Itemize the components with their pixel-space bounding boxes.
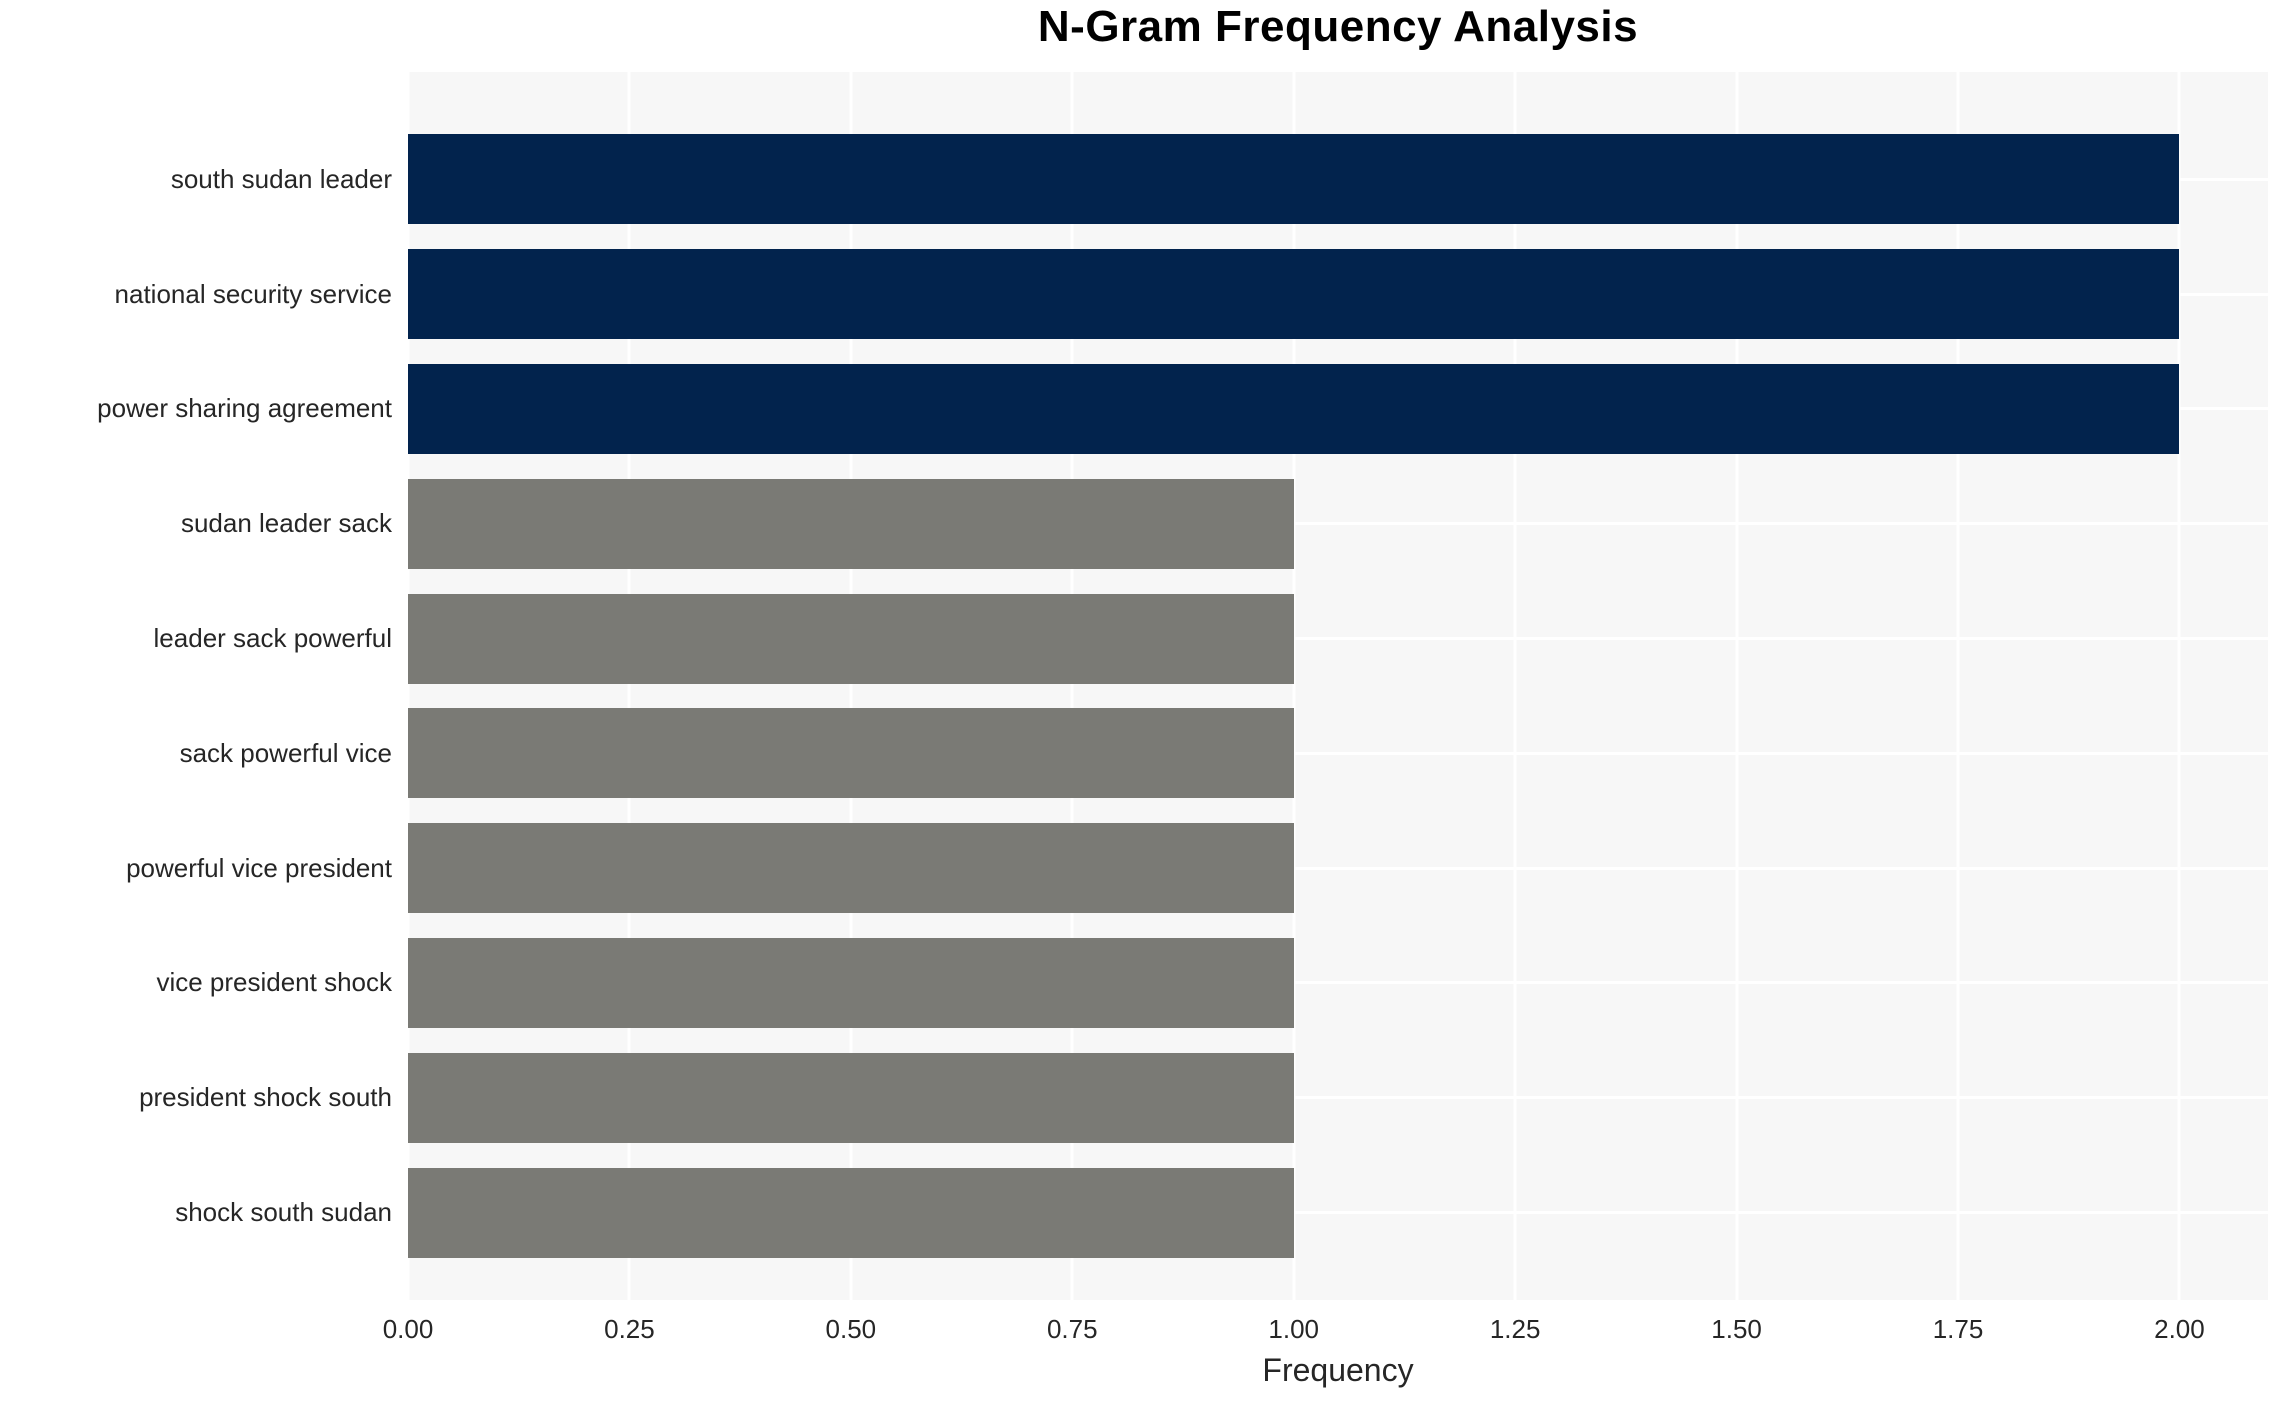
y-axis-label-row: power sharing agreement [0,352,394,467]
bar-row [408,696,2268,811]
y-axis-label: sack powerful vice [179,737,392,768]
x-tick-label: 0.00 [382,1314,434,1344]
horizontal-gridline [408,751,2268,755]
y-axis-label: shock south sudan [175,1197,392,1228]
bar-row [408,926,2268,1041]
y-axis-label-row: powerful vice president [0,811,394,926]
vertical-gridline-2.00 [2177,72,2181,1300]
y-axis-label: leader sack powerful [153,623,392,654]
bar-row [408,811,2268,926]
x-tick-label: 0.50 [825,1314,877,1344]
vertical-gridline-1.00 [1292,72,1296,1300]
horizontal-gridline [408,522,2268,526]
x-tick-label: 1.75 [1932,1314,1984,1344]
y-axis-label-row: shock south sudan [0,1155,394,1270]
vertical-gridline-0.25 [627,72,631,1300]
bar-row [408,237,2268,352]
x-tick-label: 1.50 [1711,1314,1762,1344]
y-axis-label-row: south sudan leader [0,122,394,237]
vertical-gridline-1.75 [1956,72,1960,1300]
bar-shock-south-sudan [408,1167,1294,1258]
x-tick-label: 0.25 [604,1314,655,1344]
x-tick-label: 1.25 [1489,1314,1541,1344]
bar-president-shock-south [408,1052,1294,1143]
bar-sack-powerful-vice [408,708,1294,799]
y-axis-label-row: leader sack powerful [0,581,394,696]
bar-row [408,1040,2268,1155]
y-axis-labels: south sudan leader national security serv… [0,72,394,1300]
y-axis-label-row: president shock south [0,1040,394,1155]
plot-area [406,72,2268,1300]
horizontal-gridline [408,981,2268,985]
vertical-gridline-1.25 [1513,72,1517,1300]
y-axis-label-row: national security service [0,237,394,352]
horizontal-gridline [408,1211,2268,1215]
chart-title: N-Gram Frequency Analysis [1037,2,1639,51]
bar-powerful-vice-president [408,823,1294,914]
x-tick-label: 0.75 [1046,1314,1098,1344]
bar-national-security-service [408,249,2180,340]
y-axis-label-row: sack powerful vice [0,696,394,811]
y-axis-label-row: vice president shock [0,926,394,1041]
vertical-gridline-0.75 [1070,72,1074,1300]
y-axis-label: power sharing agreement [97,393,392,424]
bar-power-sharing-agreement [408,363,2180,454]
bar-leader-sack-powerful [408,593,1294,684]
y-axis-label: powerful vice president [126,852,392,883]
x-tick-label: 2.00 [2154,1314,2205,1344]
y-axis-label: south sudan leader [170,163,392,194]
bar-row [408,466,2268,581]
x-tick-label: 1.00 [1268,1314,1320,1344]
bar-rows [408,72,2268,1300]
bar-row [408,581,2268,696]
horizontal-gridline [408,1096,2268,1100]
bar-row [408,352,2268,467]
y-axis-label: vice president shock [156,967,392,998]
y-axis-label-row: sudan leader sack [0,466,394,581]
horizontal-gridline [408,866,2268,870]
bar-south-sudan-leader [408,134,2180,225]
x-axis: 0.00 0.25 0.50 0.75 1.00 1.25 1.50 1.75 2.00 [383,1306,2268,1350]
bar-row [408,122,2268,237]
y-axis-label: president shock south [139,1082,392,1113]
x-axis-title: Frequency [1262,1352,1414,1388]
bar-row [408,1155,2268,1270]
vertical-gridline-0.50 [849,72,853,1300]
bar-vice-president-shock [408,937,1294,1028]
bar-sudan-leader-sack [408,478,1294,569]
horizontal-gridline [408,637,2268,641]
vertical-gridline-1.50 [1735,72,1739,1300]
vertical-gridline-0.00 [406,72,410,1300]
y-axis-label: sudan leader sack [180,508,392,539]
y-axis-label: national security service [114,278,392,309]
